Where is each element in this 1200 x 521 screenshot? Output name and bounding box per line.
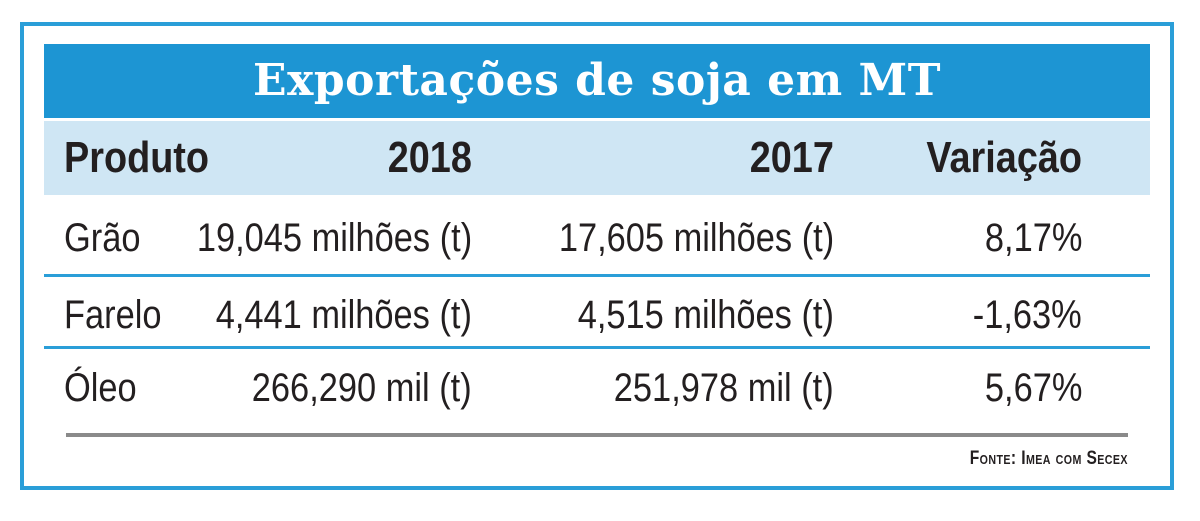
cell-produto: Grão (64, 215, 141, 260)
cell-2017: 251,978 mil (t) (614, 365, 834, 410)
title-bar: Exportações de soja em MT (44, 44, 1150, 118)
cell-variacao: 8,17% (984, 215, 1082, 260)
header-produto: Produto (64, 133, 210, 182)
cell-2018: 266,290 mil (t) (252, 365, 472, 410)
cell-2017: 4,515 milhões (t) (577, 292, 834, 337)
table-row: Grão 19,045 milhões (t) 17,605 milhões (… (44, 200, 1150, 276)
table-row: Óleo 266,290 mil (t) 251,978 mil (t) 5,6… (44, 350, 1150, 426)
cell-2018: 4,441 milhões (t) (215, 292, 472, 337)
cell-produto: Óleo (64, 365, 137, 410)
header-row: Produto 2018 2017 Variação (44, 121, 1150, 195)
cell-variacao: 5,67% (984, 365, 1082, 410)
row-divider (44, 346, 1150, 349)
header-2017: 2017 (749, 133, 834, 182)
cell-2018: 19,045 milhões (t) (196, 215, 472, 260)
cell-produto: Farelo (64, 292, 162, 337)
bottom-rule (66, 433, 1128, 437)
table-title: Exportações de soja em MT (253, 55, 941, 106)
table-row: Farelo 4,441 milhões (t) 4,515 milhões (… (44, 277, 1150, 353)
header-variacao: Variação (926, 133, 1082, 182)
source-note: Fonte: Imea com Secex (969, 448, 1128, 469)
cell-variacao: -1,63% (972, 292, 1082, 337)
cell-2017: 17,605 milhões (t) (558, 215, 834, 260)
header-2018: 2018 (387, 133, 472, 182)
row-divider (44, 274, 1150, 277)
